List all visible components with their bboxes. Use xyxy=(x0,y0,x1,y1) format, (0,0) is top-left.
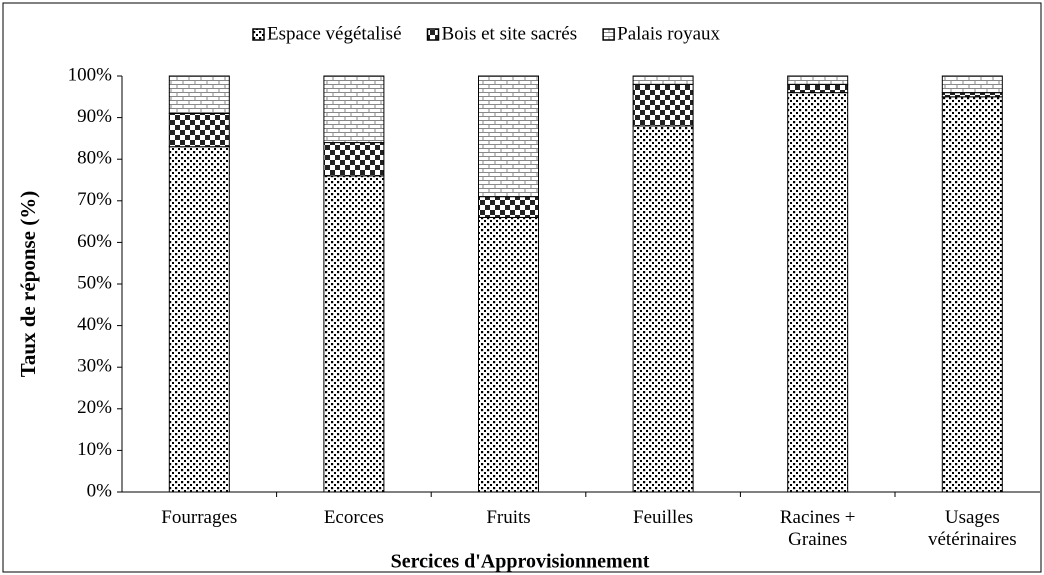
bar-segment xyxy=(478,196,539,218)
bar-segment xyxy=(787,75,849,85)
bar-segment xyxy=(323,175,385,493)
y-tick-label: 70% xyxy=(77,189,112,210)
y-axis-title: Taux de réponse (%) xyxy=(16,191,40,378)
y-tick-label: 60% xyxy=(77,231,112,252)
x-axis-title: Sercices d'Approvisionnement xyxy=(391,551,650,573)
bar-segment xyxy=(941,75,1003,94)
y-tick-label: 100% xyxy=(68,64,113,85)
bar-segment xyxy=(787,83,849,94)
legend-swatch xyxy=(252,28,265,41)
bar-segment xyxy=(632,125,694,493)
y-tick-label: 90% xyxy=(77,106,112,127)
legend-swatch xyxy=(426,28,440,41)
legend-label: Espace végétalisé xyxy=(267,23,402,44)
bar-segment xyxy=(478,216,539,493)
legend-label: Bois et site sacrés xyxy=(442,23,578,44)
bar-segment xyxy=(168,75,230,114)
x-tick-label: Usages vétérinaires xyxy=(927,507,1017,550)
bar-segment xyxy=(632,75,694,85)
bar-segment xyxy=(323,142,385,177)
x-tick-label: Ecorces xyxy=(323,507,384,528)
y-tick-label: 80% xyxy=(77,148,112,169)
bar-segment xyxy=(168,146,230,493)
legend-swatch xyxy=(602,28,615,41)
x-tick-label: Racines + Graines xyxy=(779,507,856,550)
x-tick-label: Fruits xyxy=(486,507,531,528)
y-tick-label: 10% xyxy=(77,439,112,460)
y-tick-label: 20% xyxy=(77,397,112,418)
bar-segment xyxy=(478,75,539,198)
y-tick-label: 50% xyxy=(77,272,112,293)
y-tick-label: 0% xyxy=(87,480,113,501)
bar-segment xyxy=(941,96,1003,493)
x-tick-label: Feuilles xyxy=(633,507,694,528)
y-tick-label: 40% xyxy=(77,314,112,335)
legend-label: Palais royaux xyxy=(617,23,720,44)
bar-segment xyxy=(632,83,694,127)
y-tick-label: 30% xyxy=(77,356,112,377)
bar-segment xyxy=(168,112,230,148)
x-tick-label: Fourrages xyxy=(161,507,238,528)
bar-segment xyxy=(323,75,385,144)
bar-segment xyxy=(941,92,1003,98)
bar-segment xyxy=(787,92,849,493)
